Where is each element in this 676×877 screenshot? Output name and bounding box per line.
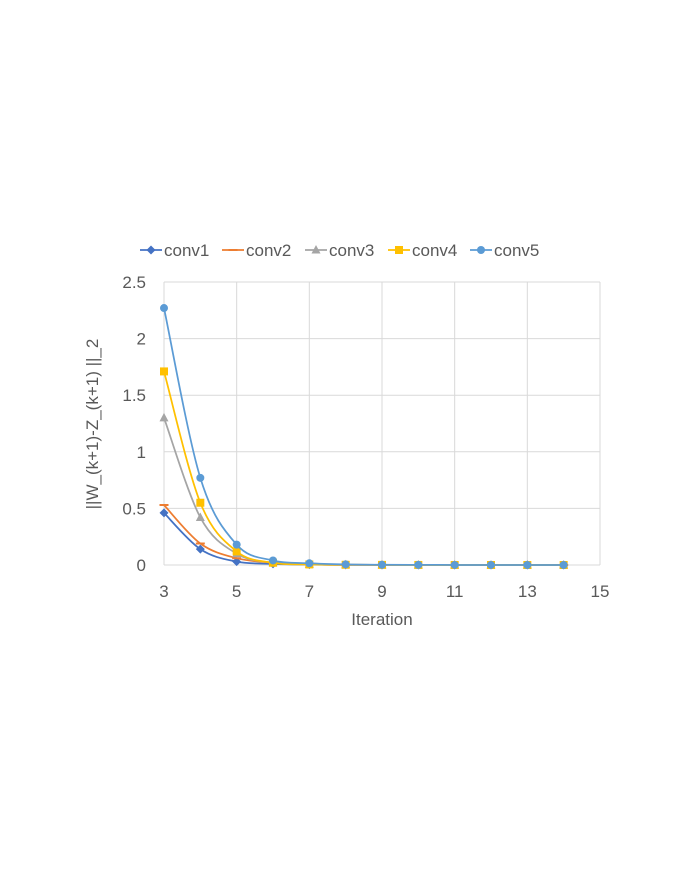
legend-label: conv4	[412, 241, 457, 260]
y-tick-label: 0	[137, 556, 146, 575]
legend-label: conv1	[164, 241, 209, 260]
data-point-conv1	[159, 508, 169, 518]
y-tick-label: 1	[137, 443, 146, 462]
data-point-conv5	[305, 559, 314, 568]
data-point-conv5	[487, 560, 495, 569]
legend-swatch-marker	[146, 245, 156, 255]
x-tick-label: 3	[159, 582, 168, 601]
y-tick-label: 0.5	[122, 499, 146, 518]
data-point-conv5	[196, 473, 205, 482]
legend-swatch-marker	[311, 245, 321, 254]
data-point-conv1	[195, 544, 205, 554]
legend-item-conv2: conv2	[222, 241, 291, 260]
data-point-conv5	[559, 561, 568, 569]
legend-label: conv3	[329, 241, 374, 260]
data-point-conv5	[378, 560, 386, 569]
legend: conv1 conv2 conv3 conv4 conv5	[140, 241, 539, 260]
axis-layer: 0 0.5 1 1.5 2 2.5 3 5 7 9 11 13 15	[122, 273, 609, 601]
data-point-conv3	[195, 512, 205, 521]
data-point-conv5	[160, 304, 168, 313]
legend-swatch-marker	[395, 246, 403, 254]
data-point-conv5	[232, 540, 241, 549]
series-conv3	[159, 412, 569, 569]
data-point-conv5	[269, 556, 277, 565]
legend-swatch-marker	[477, 246, 485, 254]
data-point-conv5	[414, 560, 423, 569]
data-point-conv5	[341, 560, 350, 569]
data-point-conv4	[232, 547, 241, 556]
x-tick-label: 15	[591, 582, 610, 601]
legend-item-conv4: conv4	[388, 241, 457, 260]
data-point-conv5	[523, 560, 532, 569]
x-tick-label: 11	[446, 582, 464, 601]
legend-label: conv2	[246, 241, 291, 260]
y-tick-label: 1.5	[122, 386, 146, 405]
y-axis-title: ||W_(k+1)-Z_(k+1) ||_2	[83, 339, 102, 510]
data-point-conv4	[196, 498, 205, 507]
y-tick-label: 2	[137, 330, 146, 349]
series-conv2	[159, 504, 569, 566]
series-line-conv5	[163, 307, 564, 566]
series-conv5	[160, 304, 568, 569]
series-layer	[159, 304, 569, 570]
grid-layer	[164, 281, 601, 565]
series-line-conv4	[163, 371, 564, 566]
legend-item-conv3: conv3	[305, 241, 374, 260]
x-tick-label: 5	[232, 582, 241, 601]
data-point-conv3	[159, 412, 169, 422]
legend-label: conv5	[494, 241, 539, 260]
series-line-conv3	[163, 417, 564, 566]
data-point-conv5	[450, 560, 459, 569]
legend-item-conv1: conv1	[140, 241, 209, 260]
series-line-conv1	[163, 512, 564, 566]
x-tick-label: 7	[305, 582, 314, 601]
series-line-conv2	[163, 504, 564, 566]
data-point-conv4	[160, 367, 168, 376]
series-conv4	[160, 367, 568, 569]
x-axis-title: Iteration	[351, 610, 412, 629]
legend-item-conv5: conv5	[470, 241, 539, 260]
y-tick-label: 2.5	[122, 273, 146, 292]
x-tick-label: 9	[377, 582, 386, 601]
series-conv1	[159, 508, 569, 570]
x-tick-label: 13	[518, 582, 537, 601]
